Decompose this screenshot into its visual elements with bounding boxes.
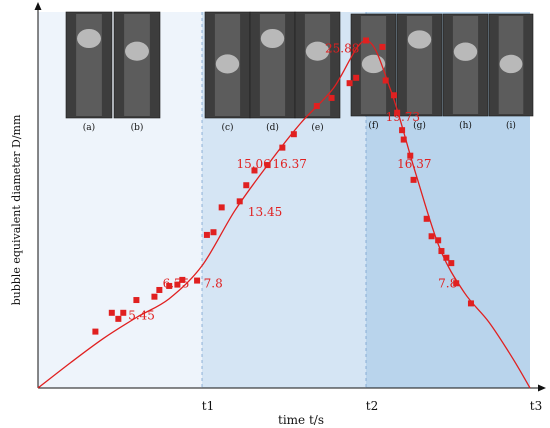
- bubble-shape: [260, 28, 285, 49]
- data-point-1: [92, 328, 99, 335]
- bubble-shape: [125, 41, 149, 61]
- inset-image-c: (c): [204, 11, 251, 133]
- data-point-27: [382, 77, 389, 84]
- inset-image-i: (i): [488, 13, 534, 131]
- data-point-33: [410, 176, 417, 183]
- data-point-25: [363, 37, 369, 44]
- inset-image-e: (e): [294, 11, 341, 133]
- bubble-shape: [77, 28, 101, 49]
- data-point-32: [407, 152, 414, 159]
- value-annotation: 5.45: [128, 309, 155, 323]
- value-annotation: 15.06: [236, 157, 270, 171]
- inset-image-a: (a): [65, 11, 113, 133]
- inset-label: (g): [413, 120, 426, 131]
- data-point-41: [467, 300, 474, 307]
- data-point-23: [346, 80, 353, 87]
- data-point-36: [435, 237, 442, 244]
- data-point-28: [390, 92, 397, 99]
- bubble-shape: [453, 42, 478, 61]
- bubble-shape: [499, 54, 523, 74]
- bubble-shape: [407, 30, 432, 49]
- data-point-11: [194, 277, 201, 284]
- data-point-40: [453, 280, 460, 287]
- value-annotation: 7.8: [438, 276, 457, 290]
- data-point-21: [313, 103, 320, 109]
- value-annotation: 19.73: [386, 110, 420, 124]
- value-annotation: 16.37: [397, 157, 431, 171]
- inset-label: (d): [266, 122, 279, 133]
- tube-glass: [452, 16, 479, 114]
- data-point-14: [218, 204, 225, 211]
- x-axis-arrow: [538, 384, 546, 392]
- inset-label: (a): [83, 122, 95, 133]
- value-annotation: 6.75: [163, 276, 190, 290]
- x-axis-title: time t/s: [278, 413, 324, 427]
- inset-image-b: (b): [113, 11, 161, 133]
- data-point-22: [328, 94, 335, 101]
- inset-image-h: (h): [442, 13, 489, 131]
- tube-glass: [124, 14, 150, 116]
- data-point-3: [115, 315, 122, 322]
- value-annotation: 7.8: [204, 276, 223, 290]
- data-point-6: [151, 293, 158, 300]
- inset-label: (i): [506, 120, 516, 131]
- data-point-8: [166, 282, 173, 289]
- data-point-17: [251, 167, 258, 174]
- inset-image-g: (g): [396, 13, 443, 131]
- inset-label: (b): [131, 122, 144, 133]
- data-point-7: [156, 286, 163, 293]
- data-point-30: [399, 127, 406, 134]
- inset-label: (c): [221, 122, 233, 133]
- x-tick-label: t1: [202, 399, 214, 413]
- bubble-shape: [215, 54, 240, 74]
- fit-curve: [37, 39, 531, 389]
- data-point-39: [448, 260, 455, 267]
- data-point-24: [353, 74, 360, 81]
- data-point-5: [133, 297, 140, 304]
- data-point-29: [394, 109, 401, 116]
- y-axis-title: bubble equivalent diameter D/mm: [10, 114, 23, 305]
- data-point-20: [290, 131, 297, 138]
- y-axis-arrow: [34, 2, 42, 10]
- data-point-26: [379, 43, 386, 50]
- data-point-13: [210, 229, 217, 236]
- data-point-38: [443, 254, 450, 261]
- data-point-16: [243, 182, 250, 189]
- data-point-19: [279, 144, 286, 151]
- value-annotation: 16.37: [273, 157, 307, 171]
- inset-label: (f): [368, 120, 378, 131]
- x-tick-label: t3: [530, 399, 542, 413]
- value-annotation: 13.45: [248, 205, 282, 219]
- data-point-12: [203, 231, 210, 238]
- data-point-34: [423, 215, 430, 222]
- data-point-4: [120, 309, 127, 316]
- data-point-9: [174, 281, 181, 288]
- data-point-15: [236, 198, 243, 205]
- tube-glass: [304, 14, 331, 116]
- data-point-35: [428, 233, 435, 240]
- value-annotation: 25.88: [325, 41, 359, 55]
- inset-label: (e): [311, 122, 323, 133]
- data-point-37: [438, 248, 445, 255]
- x-tick-label: t2: [366, 399, 378, 413]
- bubble-shape: [305, 41, 330, 61]
- data-point-31: [400, 136, 407, 143]
- data-point-18: [264, 162, 271, 169]
- inset-image-f: (f): [350, 13, 397, 131]
- data-point-10: [179, 276, 186, 283]
- inset-label: (h): [459, 120, 472, 131]
- inset-image-d: (d): [249, 11, 296, 133]
- data-point-2: [108, 309, 115, 316]
